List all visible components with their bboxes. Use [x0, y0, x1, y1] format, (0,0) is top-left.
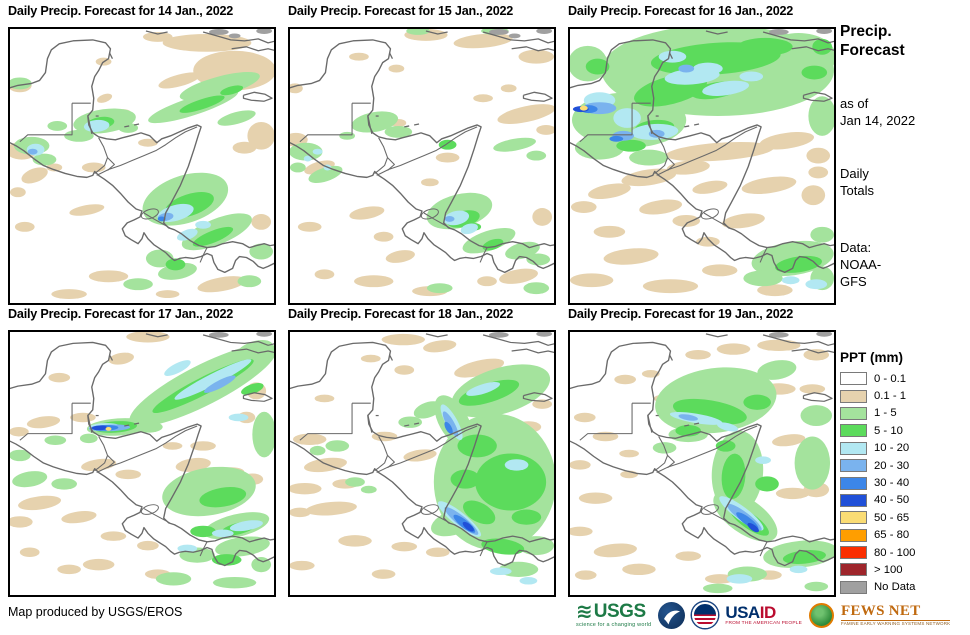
- legend-label: 80 - 100: [874, 546, 916, 559]
- legend-swatch: [840, 372, 867, 386]
- legend: 0 - 0.1 0.1 - 1 1 - 5 5 - 10 10 - 20 20 - 30 3…: [840, 370, 915, 596]
- usgs-logo: ≋ USGS science for a changing world: [576, 602, 651, 629]
- panel-title-4: Daily Precip. Forecast for 17 Jan., 2022: [8, 307, 234, 321]
- usaid-tagline: FROM THE AMERICAN PEOPLE: [725, 620, 802, 626]
- as-of-label: as of: [840, 96, 869, 111]
- legend-label: 0 - 0.1: [874, 372, 907, 385]
- legend-item: No Data: [840, 579, 915, 596]
- precip-map-16jan: [568, 27, 836, 305]
- sidebar-title-line2: Forecast: [840, 42, 905, 60]
- noaa-logo-icon: [658, 601, 686, 629]
- usgs-logo-text: USGS: [593, 601, 646, 623]
- legend-swatch: [840, 493, 867, 507]
- legend-swatch: [840, 563, 867, 577]
- legend-item: > 100: [840, 561, 915, 578]
- legend-label: 50 - 65: [874, 511, 910, 524]
- legend-swatch: [840, 441, 867, 455]
- panel-title-5: Daily Precip. Forecast for 18 Jan., 2022: [288, 307, 514, 321]
- legend-label: 0.1 - 1: [874, 390, 907, 403]
- legend-swatch: [840, 546, 867, 560]
- legend-label: 10 - 20: [874, 442, 910, 455]
- panel-title-6: Daily Precip. Forecast for 19 Jan., 2022: [568, 307, 794, 321]
- legend-item: 5 - 10: [840, 422, 915, 439]
- legend-swatch: [840, 459, 867, 473]
- legend-swatch: [840, 528, 867, 542]
- fewsnet-globe-icon: [809, 602, 834, 628]
- legend-item: 0 - 0.1: [840, 370, 915, 387]
- usaid-text-usa: USA: [725, 602, 760, 622]
- data-source-line3: GFS: [840, 273, 867, 289]
- sidebar-totals: Daily Totals: [840, 166, 965, 200]
- footer-logos: ≋ USGS science for a changing world USAI…: [576, 599, 951, 631]
- legend-item: 20 - 30: [840, 457, 915, 474]
- legend-label: 65 - 80: [874, 529, 910, 542]
- legend-item: 30 - 40: [840, 474, 915, 491]
- legend-swatch: [840, 424, 867, 438]
- legend-item: 65 - 80: [840, 527, 915, 544]
- legend-swatch: [840, 406, 867, 420]
- legend-item: 10 - 20: [840, 440, 915, 457]
- sidebar-title: Precip. Forecast: [840, 22, 965, 61]
- legend-swatch: [840, 476, 867, 490]
- legend-title: PPT (mm): [840, 350, 904, 365]
- legend-label: 1 - 5: [874, 407, 897, 420]
- legend-label: 40 - 50: [874, 494, 910, 507]
- precip-map-17jan: [8, 330, 276, 597]
- legend-label: 5 - 10: [874, 424, 903, 437]
- panel-title-3: Daily Precip. Forecast for 16 Jan., 2022: [568, 4, 794, 18]
- legend-item: 40 - 50: [840, 492, 915, 509]
- data-source-label: Data:: [840, 240, 872, 255]
- totals-line1: Daily: [840, 166, 869, 181]
- legend-item: 0.1 - 1: [840, 387, 915, 404]
- usaid-logo: USAID FROM THE AMERICAN PEOPLE: [725, 604, 802, 627]
- fewsnet-tagline: FAMINE EARLY WARNING SYSTEMS NETWORK: [841, 621, 951, 626]
- panel-title-1: Daily Precip. Forecast for 14 Jan., 2022: [8, 4, 234, 18]
- usaid-text-id: ID: [759, 602, 777, 622]
- fewsnet-logo: FEWS NET FAMINE EARLY WARNING SYSTEMS NE…: [841, 603, 951, 627]
- precip-map-18jan: [288, 330, 556, 597]
- legend-swatch: [840, 389, 867, 403]
- totals-line2: Totals: [840, 182, 874, 198]
- legend-label: 20 - 30: [874, 459, 910, 472]
- usaid-seal-icon: [692, 602, 719, 628]
- map-credit: Map produced by USGS/EROS: [8, 605, 183, 619]
- usgs-wave-icon: ≋: [576, 600, 593, 623]
- precip-map-14jan: [8, 27, 276, 305]
- legend-swatch: [840, 511, 867, 525]
- as-of-date: Jan 14, 2022: [840, 112, 916, 128]
- sidebar-title-line1: Precip.: [840, 23, 892, 40]
- fewsnet-logo-text: FEWS NET: [841, 603, 951, 621]
- legend-label: 30 - 40: [874, 477, 910, 490]
- legend-label: > 100: [874, 563, 903, 576]
- precip-map-19jan: [568, 330, 836, 597]
- legend-swatch: [840, 580, 867, 594]
- noaa-bird-icon: [664, 610, 681, 624]
- legend-item: 1 - 5: [840, 405, 915, 422]
- legend-item: 50 - 65: [840, 509, 915, 526]
- precip-map-15jan: [288, 27, 556, 305]
- sidebar-data-source: Data: NOAA- GFS: [840, 240, 965, 291]
- legend-label: No Data: [874, 581, 916, 594]
- data-source-line2: NOAA-: [840, 256, 882, 272]
- legend-item: 80 - 100: [840, 544, 915, 561]
- sidebar-as-of: as of Jan 14, 2022: [840, 96, 965, 130]
- panel-title-2: Daily Precip. Forecast for 15 Jan., 2022: [288, 4, 514, 18]
- usgs-tagline: science for a changing world: [576, 621, 652, 628]
